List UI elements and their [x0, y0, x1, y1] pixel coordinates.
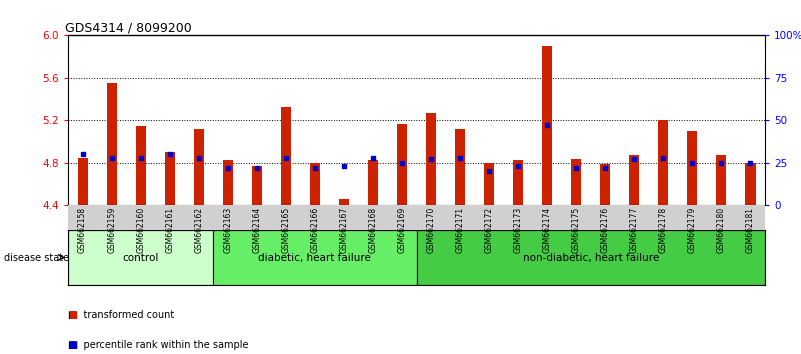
- Text: GSM662165: GSM662165: [281, 207, 290, 253]
- Bar: [484, 163, 494, 205]
- Text: GSM662163: GSM662163: [223, 207, 232, 253]
- Text: GSM662166: GSM662166: [311, 207, 320, 253]
- Bar: [746, 163, 755, 205]
- Bar: [716, 155, 727, 205]
- Text: GSM662175: GSM662175: [572, 207, 581, 253]
- Text: GSM662158: GSM662158: [78, 207, 87, 253]
- Text: ■: ■: [68, 310, 78, 320]
- Bar: [368, 160, 378, 205]
- Text: GSM662164: GSM662164: [252, 207, 261, 253]
- Bar: [223, 160, 233, 205]
- Text: GSM662160: GSM662160: [136, 207, 145, 253]
- Bar: [455, 129, 465, 205]
- Bar: [417, 230, 765, 285]
- Text: GSM662161: GSM662161: [165, 207, 174, 253]
- Bar: [600, 164, 610, 205]
- Bar: [213, 230, 417, 285]
- Bar: [397, 124, 407, 205]
- Bar: [78, 158, 87, 205]
- Text: GSM662172: GSM662172: [485, 207, 493, 253]
- Text: GSM662174: GSM662174: [543, 207, 552, 253]
- Text: GSM662179: GSM662179: [688, 207, 697, 253]
- Text: GSM662176: GSM662176: [601, 207, 610, 253]
- Bar: [426, 113, 436, 205]
- Text: GSM662180: GSM662180: [717, 207, 726, 253]
- Text: ■: ■: [68, 341, 78, 350]
- Bar: [687, 131, 698, 205]
- Text: ■  transformed count: ■ transformed count: [68, 310, 175, 320]
- Bar: [68, 230, 213, 285]
- Bar: [194, 129, 203, 205]
- Bar: [630, 155, 639, 205]
- Text: GSM662167: GSM662167: [340, 207, 348, 253]
- Bar: [165, 152, 175, 205]
- Bar: [135, 126, 146, 205]
- Text: GSM662162: GSM662162: [195, 207, 203, 253]
- Bar: [281, 107, 291, 205]
- Text: ■  percentile rank within the sample: ■ percentile rank within the sample: [68, 341, 248, 350]
- Bar: [252, 166, 262, 205]
- Text: GDS4314 / 8099200: GDS4314 / 8099200: [65, 21, 191, 34]
- Bar: [339, 199, 349, 205]
- Text: GSM662168: GSM662168: [368, 207, 377, 253]
- Text: GSM662169: GSM662169: [397, 207, 406, 253]
- Bar: [542, 46, 552, 205]
- Bar: [571, 159, 582, 205]
- Text: disease state: disease state: [4, 252, 69, 263]
- Text: diabetic, heart failure: diabetic, heart failure: [259, 252, 372, 263]
- Text: GSM662178: GSM662178: [659, 207, 668, 253]
- Bar: [107, 83, 117, 205]
- Text: GSM662171: GSM662171: [456, 207, 465, 253]
- Text: GSM662173: GSM662173: [513, 207, 522, 253]
- Text: non-diabetic, heart failure: non-diabetic, heart failure: [522, 252, 659, 263]
- Text: control: control: [123, 252, 159, 263]
- Text: GSM662159: GSM662159: [107, 207, 116, 253]
- Bar: [658, 120, 668, 205]
- Text: GSM662181: GSM662181: [746, 207, 755, 252]
- Text: GSM662170: GSM662170: [427, 207, 436, 253]
- Bar: [513, 160, 523, 205]
- Bar: [310, 163, 320, 205]
- Text: GSM662177: GSM662177: [630, 207, 638, 253]
